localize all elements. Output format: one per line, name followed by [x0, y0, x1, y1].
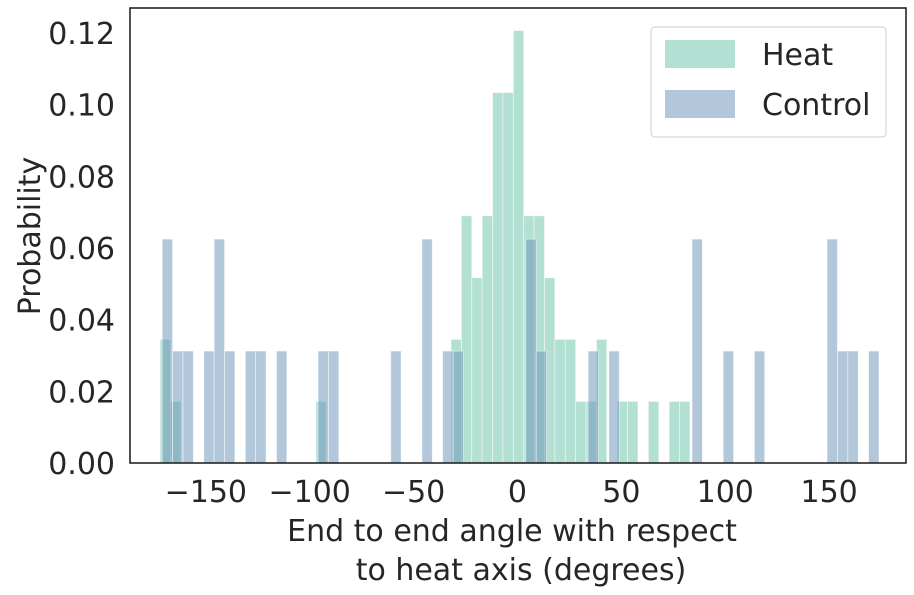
bars-layer — [159, 30, 880, 464]
x-axis-title-line-2: to heat axis (degrees) — [356, 553, 687, 588]
legend: Heat Control — [650, 26, 887, 138]
bar-heat-6 — [481, 215, 493, 464]
bar-heat-21 — [668, 400, 680, 464]
bar-control-22 — [826, 238, 838, 464]
legend-swatch-heat — [665, 40, 735, 68]
legend-label-control: Control — [762, 88, 870, 123]
bar-control-25 — [868, 350, 880, 464]
x-tick-label: 50 — [602, 475, 640, 510]
bar-heat-8 — [502, 92, 514, 464]
bar-control-24 — [847, 350, 859, 464]
x-tick-label: −100 — [269, 475, 351, 510]
plot-area-frame — [129, 7, 907, 464]
x-tick-label: 150 — [800, 475, 857, 510]
bar-heat-14 — [564, 338, 577, 464]
bar-control-2 — [182, 350, 194, 464]
bar-control-4 — [213, 238, 225, 464]
bar-control-7 — [255, 350, 267, 464]
x-axis: −150 −100 −50 0 50 100 150 — [165, 475, 858, 510]
bar-control-19 — [691, 238, 703, 464]
bar-heat-19 — [627, 400, 639, 464]
legend-label-heat: Heat — [762, 38, 833, 73]
bar-heat-9 — [512, 30, 525, 464]
bar-control-11 — [390, 350, 402, 464]
x-tick-label: 0 — [508, 475, 527, 510]
bar-control-0 — [161, 238, 173, 464]
bar-control-12 — [421, 238, 433, 464]
y-tick-label: 0.02 — [48, 375, 115, 410]
bar-control-20 — [722, 350, 734, 464]
x-axis-title-line-1: End to end angle with respect — [287, 514, 737, 549]
bar-control-13 — [442, 350, 454, 464]
bar-control-16 — [535, 350, 547, 464]
y-tick-label: 0.12 — [48, 17, 115, 52]
x-tick-label: −50 — [382, 475, 445, 510]
bar-control-1 — [172, 350, 184, 464]
bar-control-14 — [452, 350, 464, 464]
bar-control-17 — [587, 350, 599, 464]
y-tick-label: 0.06 — [48, 232, 115, 267]
bar-heat-7 — [492, 92, 504, 464]
bar-control-3 — [203, 350, 215, 464]
bar-control-6 — [244, 350, 257, 464]
x-tick-label: 100 — [697, 475, 754, 510]
y-axis: 0.00 0.02 0.04 0.06 0.08 0.10 0.12 — [48, 17, 115, 482]
bar-control-9 — [317, 350, 329, 464]
bar-control-5 — [224, 350, 236, 464]
bar-heat-20 — [647, 400, 660, 464]
y-tick-label: 0.04 — [48, 304, 115, 339]
bar-control-18 — [608, 350, 620, 464]
bar-control-8 — [276, 350, 288, 464]
y-tick-label: 0.08 — [48, 160, 115, 195]
y-tick-label: 0.10 — [48, 89, 115, 124]
bar-heat-22 — [679, 400, 691, 464]
bar-control-10 — [328, 350, 340, 464]
bar-heat-5 — [471, 277, 483, 464]
legend-swatch-control — [665, 90, 735, 118]
y-axis-title: Probability — [13, 157, 48, 316]
bar-heat-13 — [554, 338, 566, 464]
y-tick-label: 0.00 — [48, 447, 115, 482]
bar-control-23 — [837, 350, 849, 464]
bar-control-21 — [753, 350, 766, 464]
bar-heat-15 — [575, 400, 587, 464]
bar-control-15 — [525, 238, 537, 464]
x-tick-label: −150 — [165, 475, 247, 510]
